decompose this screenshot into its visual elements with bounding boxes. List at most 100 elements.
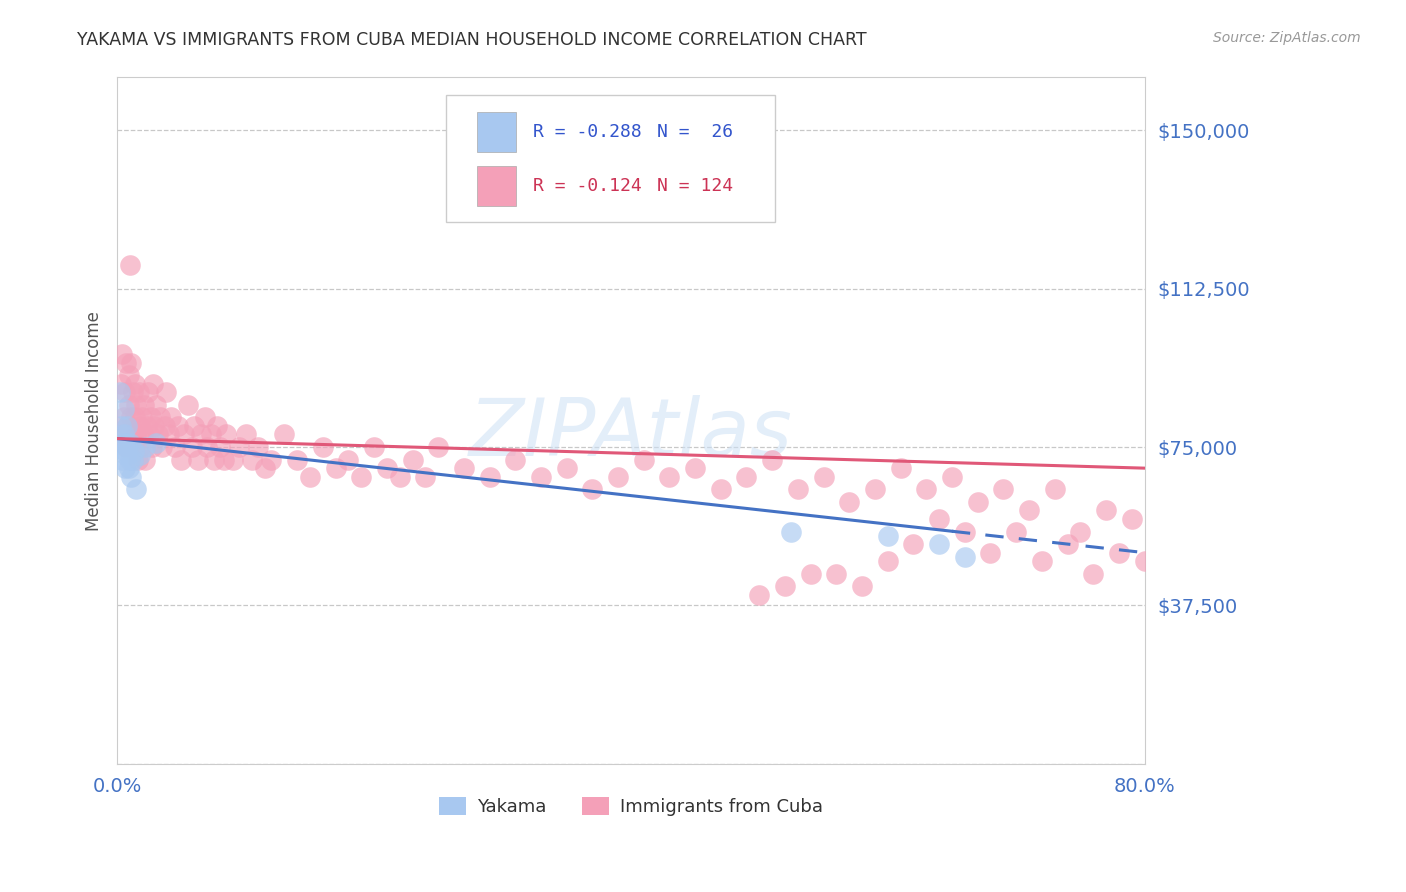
Text: Source: ZipAtlas.com: Source: ZipAtlas.com (1213, 31, 1361, 45)
Point (112, 427, 135, 442)
Point (120, 469, 142, 483)
Point (228, 440, 250, 454)
Point (138, 427, 160, 442)
FancyBboxPatch shape (477, 166, 516, 206)
Point (530, 469, 553, 483)
Point (658, 469, 681, 483)
Point (208, 440, 231, 454)
Point (401, 452, 423, 467)
Point (127, 452, 149, 467)
Point (1018, 503, 1040, 517)
Point (953, 549, 976, 564)
Point (120, 355, 142, 369)
Point (118, 259, 141, 273)
Point (363, 440, 385, 454)
Point (121, 427, 143, 442)
Point (890, 461, 912, 475)
Point (111, 347, 134, 361)
Point (142, 376, 165, 391)
Point (966, 495, 988, 509)
Point (260, 452, 283, 467)
Point (115, 435, 138, 450)
Point (273, 427, 295, 442)
Point (112, 410, 135, 425)
Point (141, 440, 163, 454)
Text: ZIPAtlas: ZIPAtlas (470, 395, 793, 474)
Point (633, 452, 655, 467)
Point (143, 418, 166, 433)
Point (166, 418, 188, 433)
Point (202, 452, 225, 467)
Point (118, 432, 141, 446)
Point (121, 385, 143, 400)
Point (135, 418, 157, 433)
Point (121, 452, 143, 467)
Point (124, 410, 146, 425)
Point (195, 440, 218, 454)
Point (125, 483, 148, 497)
Point (115, 449, 138, 463)
FancyBboxPatch shape (446, 95, 775, 221)
Point (173, 427, 195, 442)
Legend: Yakama, Immigrants from Cuba: Yakama, Immigrants from Cuba (432, 789, 831, 823)
Point (118, 398, 141, 412)
Point (555, 461, 578, 475)
Point (132, 427, 155, 442)
Point (180, 440, 202, 454)
Point (375, 461, 398, 475)
Point (505, 452, 527, 467)
Y-axis label: Median Household Income: Median Household Income (86, 310, 103, 531)
Point (150, 440, 173, 454)
Point (222, 452, 245, 467)
Point (1043, 483, 1066, 497)
Point (427, 440, 450, 454)
Point (129, 449, 152, 463)
Point (215, 427, 238, 442)
Point (876, 529, 898, 543)
Point (1005, 524, 1028, 539)
Point (145, 398, 167, 412)
Point (112, 427, 135, 442)
Point (148, 410, 170, 425)
Point (128, 385, 150, 400)
Point (607, 469, 630, 483)
Point (478, 469, 501, 483)
Point (117, 440, 139, 454)
Point (117, 418, 139, 433)
Point (298, 469, 321, 483)
Point (139, 410, 162, 425)
Point (235, 427, 257, 442)
Point (773, 579, 796, 593)
Point (129, 418, 152, 433)
Point (134, 440, 156, 454)
Point (125, 427, 148, 442)
Point (253, 461, 276, 475)
Point (761, 452, 783, 467)
Point (145, 435, 167, 450)
Point (683, 461, 706, 475)
Text: N = 124: N = 124 (657, 177, 733, 194)
Point (118, 435, 141, 450)
Point (190, 427, 212, 442)
Point (212, 452, 235, 467)
Point (160, 410, 183, 425)
Point (112, 402, 135, 417)
Point (111, 452, 134, 467)
Point (117, 418, 139, 433)
Point (157, 427, 180, 442)
Point (581, 483, 603, 497)
Point (735, 469, 758, 483)
Point (200, 427, 222, 442)
Point (163, 440, 186, 454)
Point (134, 398, 156, 412)
Text: YAKAMA VS IMMIGRANTS FROM CUBA MEDIAN HOUSEHOLD INCOME CORRELATION CHART: YAKAMA VS IMMIGRANTS FROM CUBA MEDIAN HO… (77, 31, 868, 49)
Point (108, 385, 131, 400)
Point (453, 461, 475, 475)
Point (125, 398, 148, 412)
Point (118, 452, 141, 467)
Text: R = -0.124: R = -0.124 (533, 177, 643, 194)
Point (170, 452, 193, 467)
Point (1121, 512, 1143, 526)
Text: N =  26: N = 26 (657, 123, 733, 141)
Point (1095, 503, 1118, 517)
